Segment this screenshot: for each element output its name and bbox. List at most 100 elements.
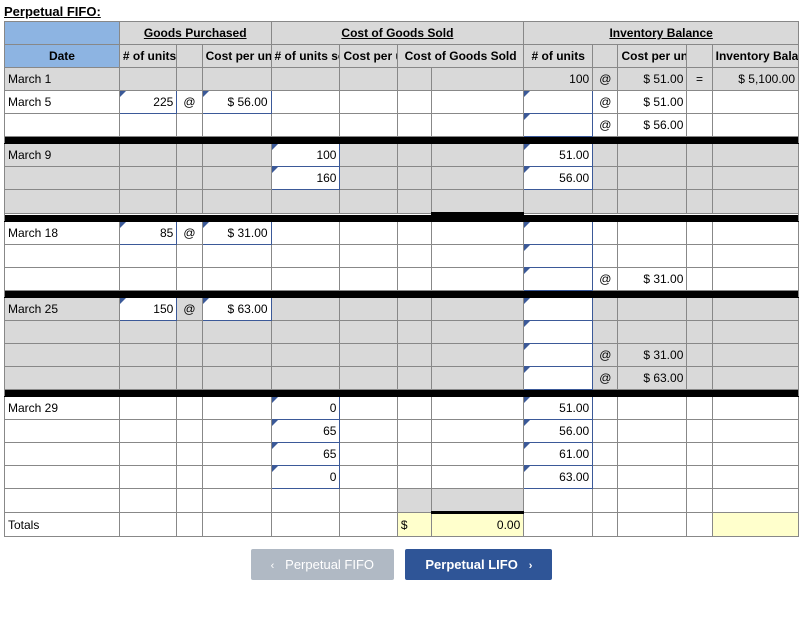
col-date: Date (5, 45, 120, 68)
button-row: ‹ Perpetual FIFO Perpetual LIFO › (4, 549, 799, 580)
row-mar29e (5, 489, 799, 513)
col-inv-bal: Inventory Balance (712, 45, 798, 68)
mar5-invat1: @ (593, 91, 618, 114)
prev-button[interactable]: ‹ Perpetual FIFO (251, 549, 394, 580)
row-mar18b (5, 245, 799, 268)
page-title: Perpetual FIFO: (4, 4, 799, 19)
mar5-invat2: @ (593, 114, 618, 137)
mar29-sold1[interactable]: 0 (271, 397, 340, 420)
mar25-invunits2[interactable] (524, 321, 593, 344)
header-goods: Goods Purchased (119, 22, 271, 45)
row-mar25a: March 25 150 @ $ 63.00 (5, 298, 799, 321)
mar29-inv1[interactable]: 51.00 (524, 397, 593, 420)
col-at-gp (177, 45, 202, 68)
mar5-invunits1[interactable] (524, 91, 593, 114)
col-cost-sold: Cost per unit (340, 45, 397, 68)
header-inv: Inventory Balance (524, 22, 799, 45)
totals-val: 0.00 (432, 513, 524, 537)
row-mar25b (5, 321, 799, 344)
row-mar9c (5, 190, 799, 214)
header-blank (5, 22, 120, 45)
mar25-invat1: @ (593, 344, 618, 367)
mar25-units[interactable]: 150 (119, 298, 176, 321)
mar25-invcost1: $ 31.00 (618, 344, 687, 367)
chevron-right-icon: › (529, 560, 533, 572)
header-cogs: Cost of Goods Sold (271, 22, 524, 45)
mar9-sold1[interactable]: 100 (271, 144, 340, 167)
mar1-inv-bal: $ 5,100.00 (712, 68, 798, 91)
date-mar25: March 25 (5, 298, 120, 321)
totals-label: Totals (5, 513, 120, 537)
mar29-sold4[interactable]: 0 (271, 466, 340, 489)
row-mar25c: @ $ 31.00 (5, 344, 799, 367)
next-label: Perpetual LIFO (425, 557, 517, 572)
mar9-sold2[interactable]: 160 (271, 167, 340, 190)
mar18-invcost: $ 31.00 (618, 268, 687, 291)
mar5-invcost2: $ 56.00 (618, 114, 687, 137)
row-mar29d: 0 63.00 (5, 466, 799, 489)
row-mar5: March 5 225 @ $ 56.00 @ $ 51.00 (5, 91, 799, 114)
next-button[interactable]: Perpetual LIFO › (405, 549, 552, 580)
row-mar25d: @ $ 63.00 (5, 367, 799, 390)
mar9-inv2[interactable]: 56.00 (524, 167, 593, 190)
fifo-table: Goods Purchased Cost of Goods Sold Inven… (4, 21, 799, 537)
row-mar1: March 1 100 @ $ 51.00 = $ 5,100.00 (5, 68, 799, 91)
totals-dollar: $ (397, 513, 431, 537)
col-cost-inv: Cost per unit (618, 45, 687, 68)
col-at-inv (593, 45, 618, 68)
col-cogs: Cost of Goods Sold (397, 45, 523, 68)
mar5-at: @ (177, 91, 202, 114)
mar18-invunits3[interactable] (524, 268, 593, 291)
mar29-inv3[interactable]: 61.00 (524, 443, 593, 466)
mar29-sold3[interactable]: 65 (271, 443, 340, 466)
row-mar9b: 160 56.00 (5, 167, 799, 190)
mar1-inv-units: 100 (524, 68, 593, 91)
row-mar9a: March 9 100 51.00 (5, 144, 799, 167)
date-mar1: March 1 (5, 68, 120, 91)
mar29-inv2[interactable]: 56.00 (524, 420, 593, 443)
mar18-invunits2[interactable] (524, 245, 593, 268)
mar18-cost[interactable]: $ 31.00 (202, 222, 271, 245)
date-mar29: March 29 (5, 397, 120, 420)
mar29-inv4[interactable]: 63.00 (524, 466, 593, 489)
mar29-sold2[interactable]: 65 (271, 420, 340, 443)
date-mar5: March 5 (5, 91, 120, 114)
date-mar18: March 18 (5, 222, 120, 245)
mar25-at: @ (177, 298, 202, 321)
col-units-gp: # of units (119, 45, 176, 68)
col-eq-inv (687, 45, 712, 68)
divider (5, 390, 799, 397)
divider (5, 214, 799, 222)
mar5-invcost1: $ 51.00 (618, 91, 687, 114)
mar1-eq: = (687, 68, 712, 91)
mar5-units[interactable]: 225 (119, 91, 176, 114)
row-totals: Totals $ 0.00 (5, 513, 799, 537)
mar25-invcost2: $ 63.00 (618, 367, 687, 390)
mar25-cost[interactable]: $ 63.00 (202, 298, 271, 321)
col-units-sold: # of units sold (271, 45, 340, 68)
chevron-left-icon: ‹ (271, 560, 275, 572)
divider (5, 137, 799, 144)
mar25-invunits4[interactable] (524, 367, 593, 390)
mar25-invunits1[interactable] (524, 298, 593, 321)
col-cost-gp: Cost per unit (202, 45, 271, 68)
mar18-units[interactable]: 85 (119, 222, 176, 245)
mar5-cost[interactable]: $ 56.00 (202, 91, 271, 114)
date-mar9: March 9 (5, 144, 120, 167)
row-mar29b: 65 56.00 (5, 420, 799, 443)
row-mar29a: March 29 0 51.00 (5, 397, 799, 420)
row-mar18a: March 18 85 @ $ 31.00 (5, 222, 799, 245)
col-units-inv: # of units (524, 45, 593, 68)
mar25-invat2: @ (593, 367, 618, 390)
mar9-inv1[interactable]: 51.00 (524, 144, 593, 167)
mar5-invunits2[interactable] (524, 114, 593, 137)
row-mar29c: 65 61.00 (5, 443, 799, 466)
mar25-invunits3[interactable] (524, 344, 593, 367)
row-mar5b: @ $ 56.00 (5, 114, 799, 137)
prev-label: Perpetual FIFO (285, 557, 374, 572)
totals-invbal (712, 513, 798, 537)
row-mar18c: @ $ 31.00 (5, 268, 799, 291)
mar18-invunits1[interactable] (524, 222, 593, 245)
mar18-at: @ (177, 222, 202, 245)
divider (5, 291, 799, 298)
